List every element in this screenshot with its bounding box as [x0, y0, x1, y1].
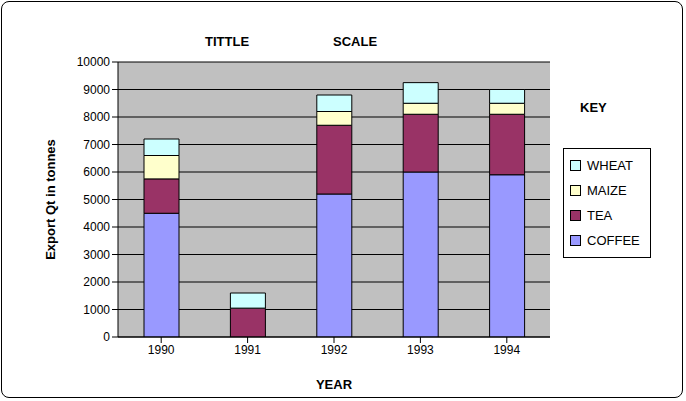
html-text:TEA: TEA [587, 208, 613, 223]
svg-text:1994: 1994 [493, 343, 520, 357]
svg-text:1992: 1992 [321, 343, 348, 357]
html-text:MAIZE: MAIZE [587, 183, 627, 198]
svg-text:YEAR: YEAR [316, 377, 353, 392]
html-text:SCALE: SCALE [333, 34, 378, 49]
svg-text:5000: 5000 [83, 193, 110, 207]
svg-text:6000: 6000 [83, 165, 110, 179]
svg-text:3000: 3000 [83, 248, 110, 262]
html-text:WHEAT: WHEAT [587, 158, 633, 173]
svg-text:Export Qt in tonnes: Export Qt in tonnes [43, 139, 58, 260]
svg-text:4000: 4000 [83, 220, 110, 234]
html-text:TITTLE: TITTLE [205, 34, 249, 49]
svg-text:1993: 1993 [407, 343, 434, 357]
html-text:COFFEE: COFFEE [587, 233, 640, 248]
svg-text:7000: 7000 [83, 138, 110, 152]
svg-text:1000: 1000 [83, 303, 110, 317]
svg-text:10000: 10000 [77, 55, 111, 69]
svg-text:0: 0 [103, 330, 110, 344]
svg-text:2000: 2000 [83, 275, 110, 289]
html-text:KEY: KEY [580, 100, 607, 115]
svg-text:1991: 1991 [234, 343, 261, 357]
svg-text:8000: 8000 [83, 110, 110, 124]
svg-text:1990: 1990 [148, 343, 175, 357]
svg-text:9000: 9000 [83, 83, 110, 97]
